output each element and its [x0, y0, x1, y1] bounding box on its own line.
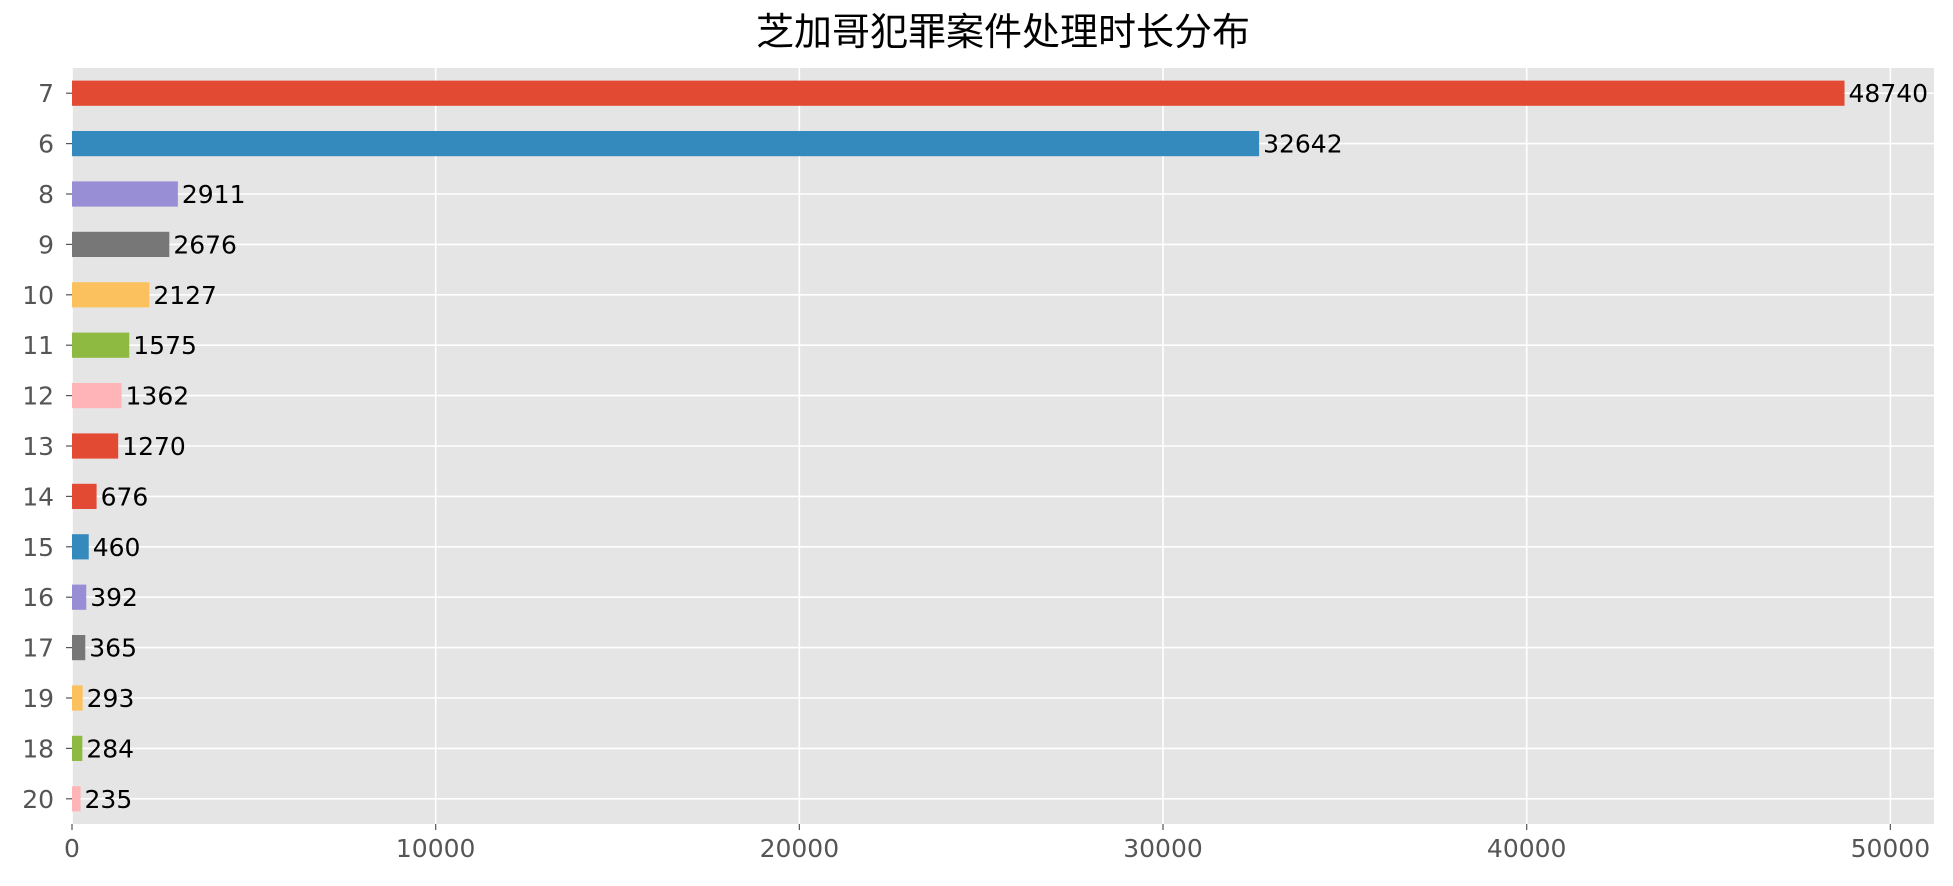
y-tick-label: 10 [22, 281, 54, 310]
data-label-12: 1362 [126, 382, 190, 411]
chart-title: 芝加哥犯罪案件处理时长分布 [756, 10, 1250, 54]
y-tick-label: 15 [22, 533, 54, 562]
data-label-6: 32642 [1263, 130, 1343, 159]
data-labels: 48740 32642 2911 2676 2127 1575 1362 1270 676 460… [85, 79, 1929, 814]
data-label-16: 392 [90, 583, 138, 612]
data-label-18: 284 [86, 734, 134, 763]
data-label-8: 2911 [182, 180, 246, 209]
bar-17 [72, 635, 86, 661]
data-label-10: 2127 [153, 281, 217, 310]
data-label-17: 365 [89, 634, 137, 663]
y-tick-label: 11 [22, 331, 54, 360]
bar-9 [72, 231, 170, 257]
y-tick-label: 20 [22, 785, 54, 814]
x-tick-label: 0 [64, 834, 80, 863]
y-tick-label: 8 [38, 180, 54, 209]
y-tick-label: 16 [22, 583, 54, 612]
bar-18 [72, 735, 83, 761]
y-tick-label: 14 [22, 482, 54, 511]
y-tick-label: 12 [22, 382, 54, 411]
y-tick-label: 19 [22, 684, 54, 713]
bar-13 [72, 433, 119, 459]
bar-8 [72, 181, 178, 207]
bar-10 [72, 282, 150, 308]
data-label-9: 2676 [173, 230, 237, 259]
x-axis: 0 10000 20000 30000 40000 50000 [64, 824, 1930, 863]
data-label-14: 676 [101, 482, 149, 511]
bar-12 [72, 383, 122, 409]
data-label-19: 293 [87, 684, 135, 713]
y-tick-label: 13 [22, 432, 54, 461]
x-tick-label: 50000 [1851, 834, 1931, 863]
bars [72, 80, 1845, 812]
y-tick-label: 9 [38, 230, 54, 259]
data-label-20: 235 [85, 785, 133, 814]
y-tick-label: 17 [22, 634, 54, 663]
y-tick-label: 6 [38, 130, 54, 159]
data-label-13: 1270 [122, 432, 186, 461]
bar-14 [72, 483, 97, 509]
data-label-15: 460 [93, 533, 141, 562]
x-tick-label: 20000 [760, 834, 840, 863]
x-tick-label: 10000 [396, 834, 476, 863]
y-tick-label: 18 [22, 734, 54, 763]
bar-20 [72, 786, 81, 812]
y-tick-label: 7 [38, 79, 54, 108]
data-label-11: 1575 [133, 331, 197, 360]
data-label-7: 48740 [1849, 79, 1929, 108]
y-axis: 7 6 8 9 10 11 12 13 14 15 16 17 19 18 20 [22, 79, 72, 814]
bar-6 [72, 131, 1260, 157]
bar-19 [72, 685, 83, 711]
bar-15 [72, 534, 89, 560]
bar-16 [72, 584, 87, 610]
x-tick-label: 30000 [1123, 834, 1203, 863]
bar-7 [72, 80, 1845, 106]
x-tick-label: 40000 [1487, 834, 1567, 863]
bar-11 [72, 332, 130, 358]
